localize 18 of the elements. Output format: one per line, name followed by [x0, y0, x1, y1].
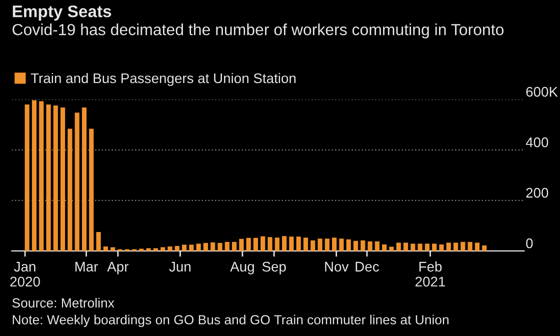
y-tick-label: 0	[526, 238, 533, 248]
y-tick-label: 400	[526, 137, 548, 148]
x-tick-label: Jan 2020	[10, 262, 40, 287]
chart-subtitle: Covid-19 has decimated the number of workers commuting in Toronto	[12, 24, 504, 38]
x-tick-label: Dec	[356, 262, 379, 272]
x-tick-label: Jun	[169, 262, 190, 272]
x-tick-label: Apr	[107, 262, 128, 274]
x-tick-label: Sep	[262, 262, 286, 274]
source-note: Source: Metrolinx	[12, 298, 114, 308]
y-tick-label: 200	[526, 188, 548, 198]
x-tick-label: Nov	[325, 262, 349, 272]
chart-title: Empty Seats	[12, 5, 112, 21]
y-tick-label: 600K	[526, 86, 558, 97]
x-tick-label: Aug	[230, 262, 254, 274]
text: Note: Weekly boardings on GO Bus and GO Train commuter lines at Union	[12, 314, 448, 328]
legend-label: Train and Bus Passengers at Union Station	[30, 72, 296, 86]
x-tick-label: Mar	[75, 262, 98, 272]
x-tick-label: Feb 2021	[416, 261, 446, 287]
